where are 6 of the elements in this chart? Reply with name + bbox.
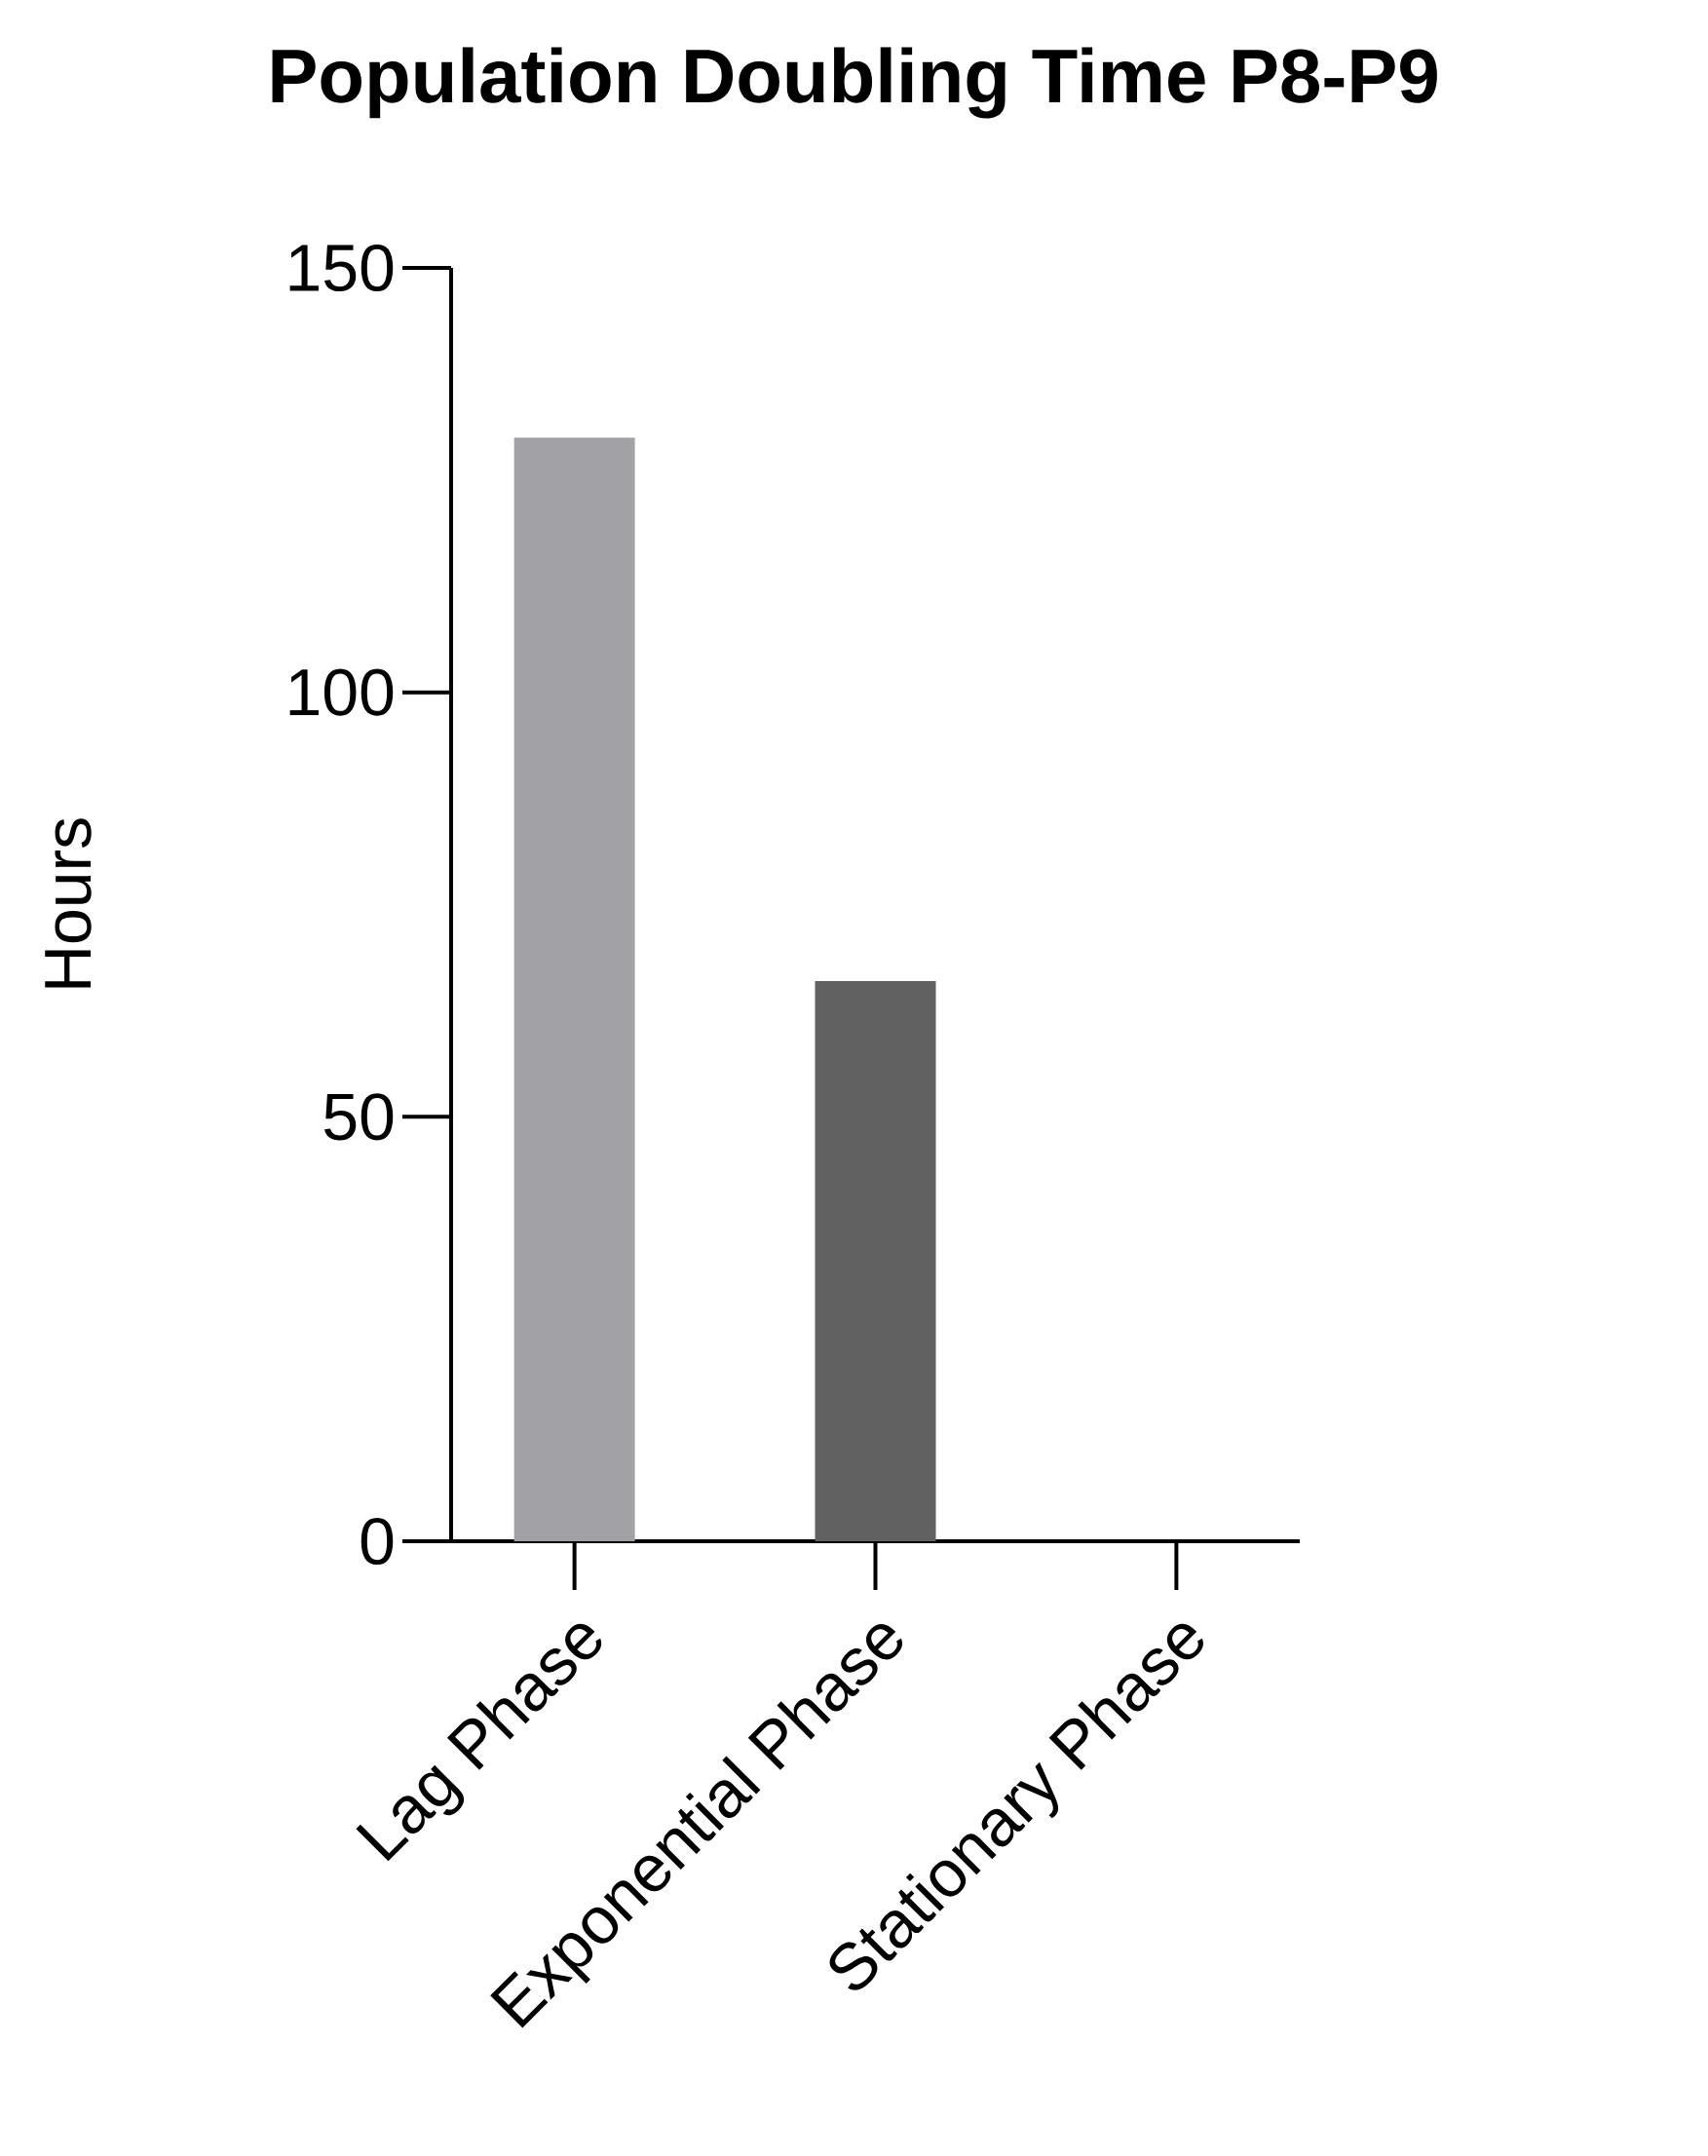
y-tick-label: 0 [361,1517,394,1566]
chart-title: Population Doubling Time P8-P9 [272,47,1437,119]
y-tick-label: 100 [289,668,394,716]
y-tick-label: 50 [324,1093,394,1141]
y-tick-label: 150 [289,244,394,292]
y-axis-title: Hours [45,818,92,988]
